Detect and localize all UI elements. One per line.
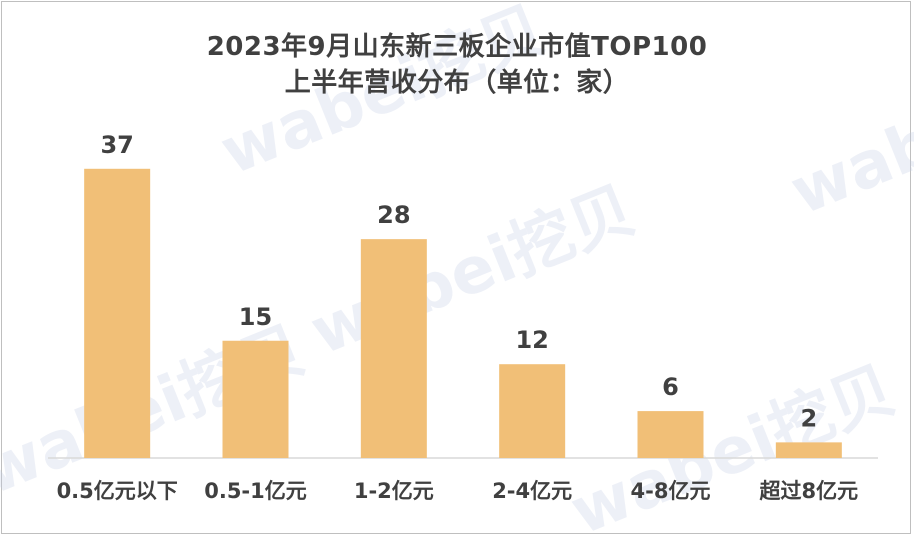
bar — [360, 239, 427, 458]
x-tick-label: 2-4亿元 — [492, 479, 572, 503]
bar — [499, 364, 566, 458]
data-label: 12 — [515, 326, 548, 354]
bar — [637, 411, 704, 458]
bar-chart: 37 0.5亿元以下 15 0.5-1亿元 28 1-2亿元 12 2-4亿元 6 4-8亿元 2 超… — [48, 131, 878, 503]
x-tick-label: 超过8亿元 — [760, 479, 859, 503]
chart-subtitle: 上半年营收分布（单位：家） — [284, 68, 630, 98]
bar — [222, 340, 289, 458]
x-tick-label: 4-8亿元 — [631, 479, 711, 503]
data-label: 37 — [100, 131, 133, 159]
data-label: 2 — [800, 404, 817, 432]
x-tick-label: 0.5-1亿元 — [204, 479, 307, 503]
x-tick-label: 1-2亿元 — [354, 479, 434, 503]
bar — [775, 442, 842, 458]
data-label: 15 — [239, 303, 272, 331]
data-label: 28 — [377, 201, 410, 229]
bar — [84, 168, 151, 459]
x-tick-label: 0.5亿元以下 — [57, 479, 178, 503]
chart-frame — [1, 1, 911, 534]
data-label: 6 — [662, 373, 679, 401]
chart-title: 2023年9月山东新三板企业市值TOP100 — [206, 32, 708, 62]
